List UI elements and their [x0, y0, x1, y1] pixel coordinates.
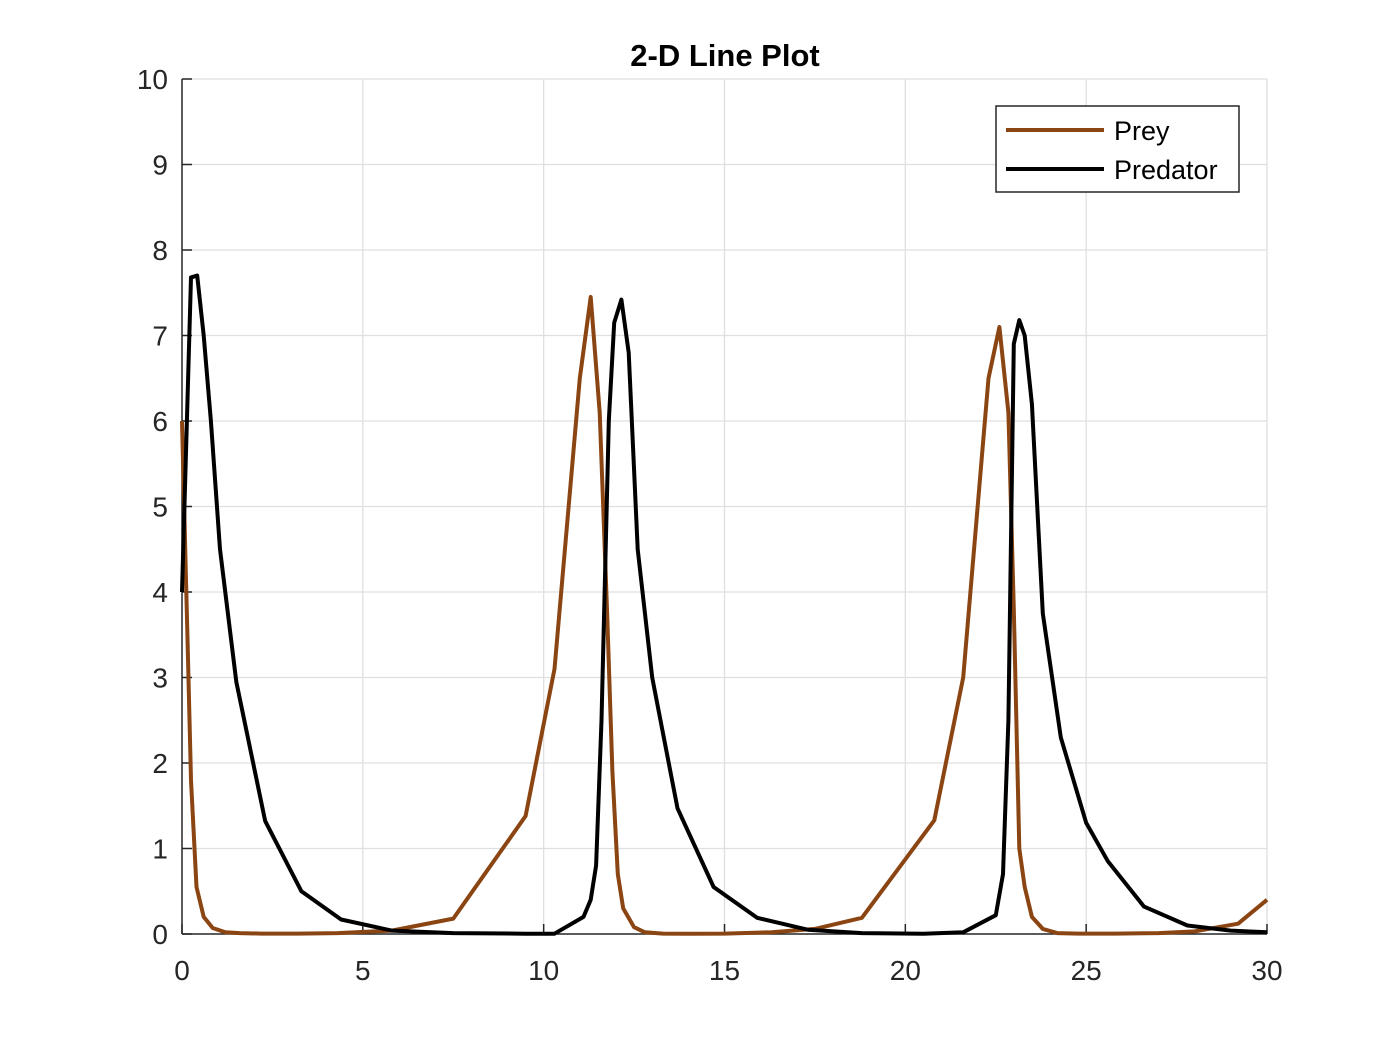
x-tick-label: 30 [1251, 955, 1282, 986]
y-tick-label: 10 [137, 64, 168, 95]
x-tick-label: 5 [355, 955, 371, 986]
legend-label: Predator [1114, 155, 1218, 185]
grid-lines [182, 78, 1268, 934]
legend[interactable]: Prey Predator [995, 105, 1240, 193]
legend-box [995, 105, 1240, 193]
y-tick-label: 2 [152, 748, 168, 779]
series-line-predator [180, 273, 1268, 936]
tick-labels: 0 5 10 15 20 25 30 0 1 2 3 4 5 6 7 8 9 10 [137, 64, 1283, 986]
y-tick-label: 6 [152, 406, 168, 437]
y-tick-label: 8 [152, 235, 168, 266]
x-tick-label: 0 [174, 955, 190, 986]
y-tick-label: 3 [152, 663, 168, 694]
y-tick-label: 5 [152, 492, 168, 523]
x-tick-label: 15 [709, 955, 740, 986]
legend-label: Prey [1114, 116, 1170, 146]
x-tick-label: 20 [890, 955, 921, 986]
y-tick-label: 0 [152, 919, 168, 950]
y-tick-label: 9 [152, 150, 168, 181]
y-tick-label: 7 [152, 321, 168, 352]
chart-title: 2-D Line Plot [630, 38, 819, 73]
data-series [180, 273, 1269, 936]
y-tick-label: 4 [152, 577, 168, 608]
series-line-prey [180, 295, 1269, 936]
x-tick-label: 25 [1071, 955, 1102, 986]
x-tick-label: 10 [528, 955, 559, 986]
y-tick-label: 1 [152, 834, 168, 865]
